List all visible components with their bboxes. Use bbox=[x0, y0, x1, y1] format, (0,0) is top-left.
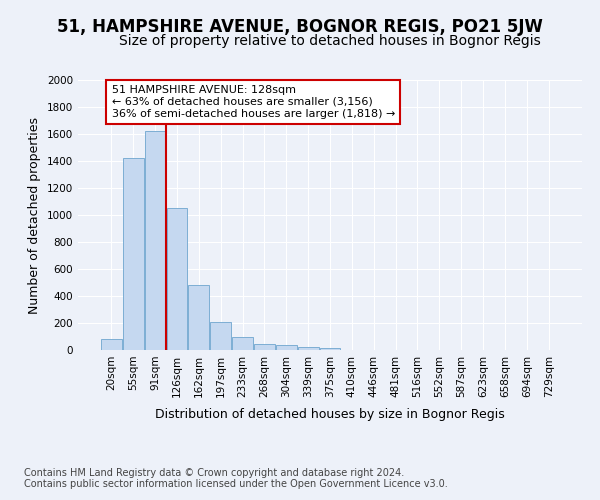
Bar bbox=[145, 132, 166, 350]
Bar bbox=[101, 339, 122, 350]
Bar bbox=[210, 322, 231, 350]
Bar bbox=[254, 344, 275, 350]
Text: 51 HAMPSHIRE AVENUE: 128sqm
← 63% of detached houses are smaller (3,156)
36% of : 51 HAMPSHIRE AVENUE: 128sqm ← 63% of det… bbox=[112, 86, 395, 118]
Bar bbox=[123, 158, 143, 350]
Bar bbox=[167, 208, 187, 350]
Text: 51, HAMPSHIRE AVENUE, BOGNOR REGIS, PO21 5JW: 51, HAMPSHIRE AVENUE, BOGNOR REGIS, PO21… bbox=[57, 18, 543, 36]
Title: Size of property relative to detached houses in Bognor Regis: Size of property relative to detached ho… bbox=[119, 34, 541, 48]
Y-axis label: Number of detached properties: Number of detached properties bbox=[28, 116, 41, 314]
Bar bbox=[232, 336, 253, 350]
Bar bbox=[298, 347, 319, 350]
Bar bbox=[188, 285, 209, 350]
Bar bbox=[320, 348, 340, 350]
X-axis label: Distribution of detached houses by size in Bognor Regis: Distribution of detached houses by size … bbox=[155, 408, 505, 421]
Text: Contains HM Land Registry data © Crown copyright and database right 2024.
Contai: Contains HM Land Registry data © Crown c… bbox=[24, 468, 448, 489]
Bar bbox=[276, 346, 296, 350]
